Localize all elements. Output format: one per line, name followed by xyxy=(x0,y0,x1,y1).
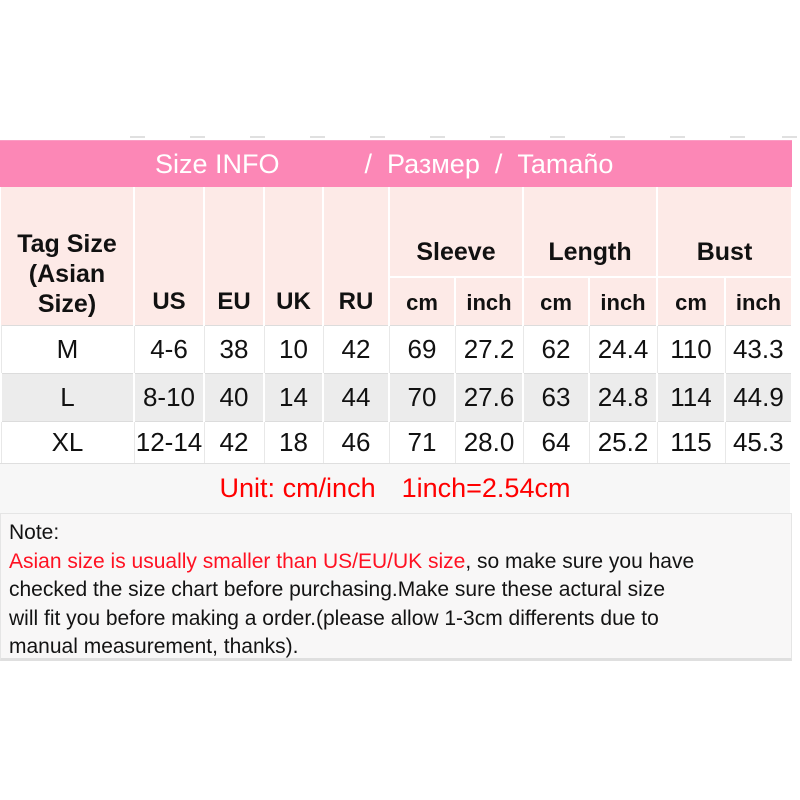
cell-uk: 18 xyxy=(263,420,323,463)
cell-ru: 46 xyxy=(322,420,389,463)
cell-uk: 14 xyxy=(263,372,323,421)
length-inch-header: inch xyxy=(587,276,658,325)
measure-header-bust: Bust xyxy=(656,187,792,277)
cell-bust-cm: 115 xyxy=(656,420,726,463)
size-row-xl: XL 12-14 42 18 46 71 28.0 64 25.2 115 45… xyxy=(0,420,792,463)
tick-mark xyxy=(670,136,685,138)
note-line-4: manual measurement, thanks). xyxy=(9,635,299,658)
note-warning-red: Asian size is usually smaller than US/EU… xyxy=(9,549,466,573)
cell-size-label: XL xyxy=(0,420,134,463)
tick-mark xyxy=(250,136,265,138)
size-row-m: M 4-6 38 10 42 69 27.2 62 24.4 110 43.3 xyxy=(0,324,792,373)
tick-mark xyxy=(550,136,565,138)
cell-sleeve-inch: 27.2 xyxy=(454,324,523,373)
size-row-l: L 8-10 40 14 44 70 27.6 63 24.8 114 44.9 xyxy=(0,372,792,421)
cell-size-label: M xyxy=(0,324,134,373)
measure-header-sleeve: Sleeve xyxy=(388,187,523,277)
length-cm-header: cm xyxy=(522,276,589,325)
cell-uk: 10 xyxy=(263,324,323,373)
cell-eu: 40 xyxy=(203,372,264,421)
tick-mark xyxy=(370,136,385,138)
cell-bust-cm: 114 xyxy=(656,372,726,421)
note-line-2: checked the size chart before purchasing… xyxy=(9,578,666,601)
region-header-us: US xyxy=(133,187,204,325)
tick-mark xyxy=(610,136,625,138)
tick-mark xyxy=(310,136,325,138)
cell-bust-inch: 43.3 xyxy=(724,324,792,373)
unit-conversion-text: 1inch=2.54cm xyxy=(401,473,571,503)
cell-length-inch: 24.8 xyxy=(587,372,658,421)
cell-ru: 44 xyxy=(322,372,389,421)
cell-sleeve-inch: 27.6 xyxy=(454,372,523,421)
tick-mark xyxy=(782,136,797,138)
tick-mark xyxy=(430,136,445,138)
bust-inch-header: inch xyxy=(724,276,792,325)
unit-strip: Unit: cm/inch 1inch=2.54cm xyxy=(0,463,790,513)
region-header-eu: EU xyxy=(203,187,264,325)
note-block: Note: Asian size is usually smaller than… xyxy=(0,513,792,661)
cell-us: 4-6 xyxy=(133,324,204,373)
note-line-1-rest: , so make sure you have xyxy=(465,549,695,573)
cell-size-label: L xyxy=(0,372,134,421)
banner-title-english: Size INFO xyxy=(155,148,280,179)
cell-sleeve-cm: 70 xyxy=(388,372,455,421)
cell-eu: 42 xyxy=(203,420,264,463)
tick-mark xyxy=(490,136,505,138)
region-header-uk: UK xyxy=(263,187,323,325)
cell-length-inch: 24.4 xyxy=(588,324,658,373)
cell-sleeve-inch: 28.0 xyxy=(454,420,523,463)
measure-header-length: Length xyxy=(521,187,658,277)
size-table: Tag Size (Asian Size) US EU UK RU Sleeve… xyxy=(0,187,792,463)
note-label: Note: xyxy=(9,521,60,544)
cell-length-cm: 62 xyxy=(522,324,589,373)
cell-sleeve-cm: 71 xyxy=(388,420,455,463)
tick-mark xyxy=(730,136,745,138)
cell-sleeve-cm: 69 xyxy=(388,324,455,373)
note-line-3: will fit you before making a order.(plea… xyxy=(9,606,659,630)
sleeve-inch-header: inch xyxy=(454,276,523,325)
note-line-1: Asian size is usually smaller than US/EU… xyxy=(9,548,783,577)
banner-title-translations: / Размер / Tamaño xyxy=(364,148,614,179)
cell-length-cm: 64 xyxy=(522,420,589,463)
cell-length-cm: 63 xyxy=(522,372,589,421)
tag-size-header: Tag Size (Asian Size) xyxy=(1,187,134,325)
cell-length-inch: 25.2 xyxy=(588,420,658,463)
bust-cm-header: cm xyxy=(656,276,726,325)
cell-ru: 42 xyxy=(322,324,389,373)
cell-bust-inch: 44.9 xyxy=(724,372,792,421)
cell-bust-inch: 45.3 xyxy=(724,420,792,463)
cell-us: 8-10 xyxy=(133,372,204,421)
sleeve-cm-header: cm xyxy=(388,276,455,325)
unit-text: Unit: cm/inch xyxy=(219,473,376,503)
cell-us: 12-14 xyxy=(133,420,204,463)
size-info-banner: Size INFO / Размер / Tamaño xyxy=(0,140,792,187)
cell-bust-cm: 110 xyxy=(656,324,726,373)
tick-mark xyxy=(190,136,205,138)
tick-mark xyxy=(130,136,145,138)
cell-eu: 38 xyxy=(203,324,264,373)
region-header-ru: RU xyxy=(322,187,389,325)
